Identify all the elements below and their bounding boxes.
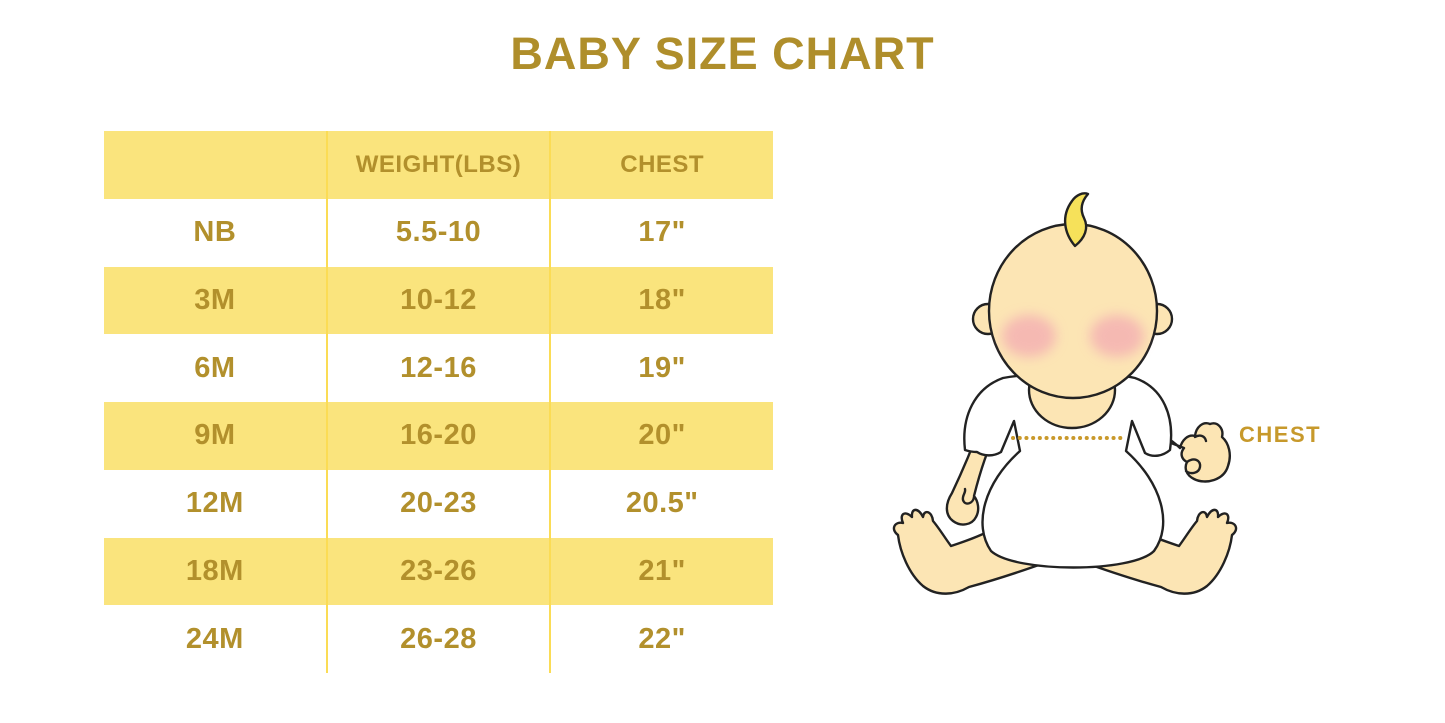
size-cell: 24M [185, 622, 244, 655]
baby-cheek-left [1002, 315, 1056, 357]
table-row: 3M 10-12 18" [104, 266, 773, 335]
size-cell: NB [193, 216, 237, 249]
table-row: 9M 16-20 20" [104, 402, 773, 470]
baby-cheek-right [1090, 315, 1144, 357]
size-chart-table: WEIGHT(LBS) CHEST NB 5.5-10 17" 3M 10-12… [104, 131, 773, 673]
table-header-row: WEIGHT(LBS) CHEST [104, 131, 773, 199]
baby-illustration: CHEST [885, 190, 1355, 610]
size-cell: 18M [185, 554, 244, 587]
table-row: 24M 26-28 22" [104, 605, 773, 673]
chest-cell: 21" [549, 537, 773, 606]
chest-label: CHEST [1239, 422, 1322, 447]
table-row: 12M 20-23 20.5" [104, 469, 773, 538]
size-cell: 12M [185, 487, 244, 520]
header-cell-size [104, 131, 326, 199]
table-row: NB 5.5-10 17" [104, 198, 773, 267]
header-cell-chest: CHEST [549, 131, 773, 199]
chest-cell: 22" [549, 605, 773, 673]
table-row: 18M 23-26 21" [104, 537, 773, 606]
baby-fist-knuckle-curl [1184, 458, 1202, 475]
baby-head [987, 222, 1159, 400]
weight-cell: 26-28 [325, 605, 550, 673]
chest-cell: 17" [549, 198, 773, 267]
size-cell: 3M [194, 283, 236, 316]
weight-cell: 20-23 [325, 469, 550, 538]
weight-cell: 16-20 [325, 402, 550, 470]
size-cell: 9M [194, 419, 236, 452]
baby-hair-curl [1064, 192, 1090, 248]
baby-leg-left [892, 508, 1052, 595]
chest-cell: 20.5" [549, 469, 773, 538]
weight-cell: 12-16 [325, 334, 550, 402]
chest-cell: 18" [549, 266, 773, 335]
baby-drawing [892, 192, 1238, 595]
weight-cell: 23-26 [325, 537, 550, 606]
table-row: 6M 12-16 19" [104, 334, 773, 402]
baby-hand-left-curl [961, 487, 976, 505]
weight-cell: 10-12 [325, 266, 550, 335]
weight-cell: 5.5-10 [325, 198, 550, 267]
header-cell-weight: WEIGHT(LBS) [325, 131, 550, 199]
baby-fist-thumb-curl [1193, 434, 1208, 443]
page-title: BABY SIZE CHART [510, 28, 935, 79]
size-cell: 6M [194, 351, 236, 384]
baby-leg-right [1078, 508, 1238, 595]
chest-cell: 19" [549, 334, 773, 402]
chest-cell: 20" [549, 402, 773, 470]
